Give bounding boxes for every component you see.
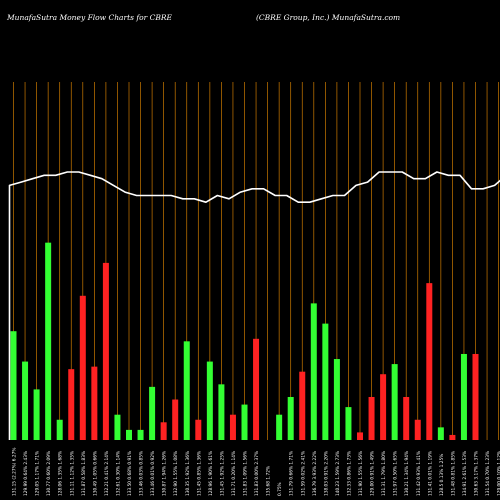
x-tick-label: 129.00 0.10% 1.12% bbox=[497, 451, 500, 496]
x-tick-label: 131.87 0.58% 1.83% bbox=[81, 451, 87, 496]
x-tick-label: 130.35 1.92% 1.36% bbox=[185, 451, 191, 496]
x-tick-label: 135.68 1.72% bbox=[266, 466, 272, 496]
bar-35 bbox=[403, 396, 410, 440]
bar-11 bbox=[126, 429, 132, 440]
bar-4 bbox=[45, 242, 52, 440]
x-tick-label: 131.11 1.12% 1.35% bbox=[69, 451, 75, 496]
bar-12 bbox=[137, 429, 144, 440]
bar-36 bbox=[414, 419, 421, 440]
x-tick-label: 138.03 0.91% 2.20% bbox=[323, 451, 329, 496]
bar-32 bbox=[368, 396, 375, 440]
x-tick-label: 132.90 1.55% 1.08% bbox=[173, 451, 179, 496]
x-tick-label: 140.23 1.59% 2.73% bbox=[335, 451, 341, 496]
x-tick-label: 129.00 0.91% 1.49% bbox=[370, 451, 376, 496]
bar-27 bbox=[310, 303, 317, 440]
x-tick-label: 131.83 0.00% 2.37% bbox=[254, 451, 260, 496]
x-tick-label: 131.45 0.85% 1.36% bbox=[196, 451, 202, 496]
bar-28 bbox=[322, 323, 329, 440]
bar-14 bbox=[160, 422, 167, 440]
bar-6 bbox=[68, 369, 75, 440]
bar-13 bbox=[149, 386, 156, 440]
x-tick-label: 133.46 0.03% 0.85% bbox=[139, 451, 145, 496]
bar-41 bbox=[472, 353, 479, 440]
bar-18 bbox=[206, 361, 213, 440]
x-tick-label: 133.50 0.68% 0.91% bbox=[127, 451, 133, 496]
x-tick-label: 131.48 0.81% 1.85% bbox=[450, 451, 456, 496]
x-tick-label: 128.96 1.90% 1.61% bbox=[208, 451, 214, 496]
bar-2 bbox=[22, 361, 29, 440]
bar-33 bbox=[380, 374, 387, 440]
x-tick-label: 130.87 1.94% 1.26% bbox=[162, 451, 168, 496]
x-tick-label: 130.21 1.34% 1.94% bbox=[404, 451, 410, 496]
x-tick-label: 131.83 1.09% 1.56% bbox=[243, 451, 249, 496]
bar-9 bbox=[102, 262, 109, 440]
x-tick-label: 131.97 0.50% 1.65% bbox=[393, 451, 399, 496]
x-tick-label: 129.05 1.17% 1.71% bbox=[35, 451, 41, 496]
x-tick-label: 131.31 1.79% 1.80% bbox=[381, 451, 387, 496]
x-tick-label: 131.41 0.01% 1.19% bbox=[427, 451, 433, 496]
bar-39 bbox=[449, 434, 456, 440]
bar-29 bbox=[333, 359, 340, 440]
chart-title: MunafaSutra Money Flow Charts for CBRE bbox=[7, 13, 172, 22]
bar-30 bbox=[345, 407, 352, 440]
bar-8 bbox=[91, 366, 98, 440]
x-tick-label: 131.54 0.70% 1.23% bbox=[485, 451, 491, 496]
x-tick-label: 128.06 1.35% 1.68% bbox=[58, 451, 64, 496]
bar-19 bbox=[218, 384, 225, 440]
bar-40 bbox=[460, 353, 467, 440]
bar-37 bbox=[426, 283, 433, 440]
x-tick-label: 131.45 1.92% 1.25% bbox=[219, 451, 225, 496]
x-tick-label: 131.42 0.93% 1.41% bbox=[416, 451, 422, 496]
x-tick-label: 133.46 0.01% 0.92% bbox=[150, 451, 156, 496]
x-tick-label: 132.21 0.41% 2.14% bbox=[104, 451, 110, 496]
x-tick-label: 130.63 3.17% 1.37% bbox=[474, 451, 480, 496]
chart-subtitle: (CBRE Group, Inc.) MunafaSutra.com bbox=[256, 13, 401, 22]
bar-22 bbox=[253, 338, 260, 440]
bar-16 bbox=[183, 341, 190, 440]
x-tick-label: 131.90 1.55% 1.56% bbox=[358, 451, 364, 496]
bar-26 bbox=[299, 371, 306, 440]
x-tick-label: 0.75% bbox=[277, 482, 283, 496]
bar-24 bbox=[276, 414, 283, 440]
bar-15 bbox=[172, 399, 179, 440]
x-tick-label: 134.91 2.61% 1.53% bbox=[462, 451, 468, 496]
money-flow-line bbox=[8, 171, 500, 440]
bar-17 bbox=[195, 419, 202, 440]
x-tick-label: 136.79 3.93% 2.22% bbox=[312, 451, 318, 496]
x-tick-label: 131.79 0.66% 1.71% bbox=[289, 451, 295, 496]
bar-1 bbox=[10, 331, 17, 440]
x-tick-label: 129.99 0.64% 2.43% bbox=[23, 451, 29, 496]
bar-25 bbox=[287, 396, 294, 440]
x-tick-label: 130.77 0.60% 2.09% bbox=[46, 451, 52, 496]
x-tick-label: 130.49 1.05% 0.66% bbox=[92, 451, 98, 496]
x-tick-label: 131.71 0.20% 1.14% bbox=[231, 451, 237, 496]
bar-38 bbox=[437, 427, 444, 440]
bar-10 bbox=[114, 414, 121, 440]
bar-34 bbox=[391, 364, 398, 440]
bar-21 bbox=[241, 404, 248, 440]
x-tick-label: 131.59 0.02% 2.41% bbox=[300, 451, 306, 496]
bar-5 bbox=[56, 419, 63, 440]
x-tick-label: 131.15 (2.27%) 6.27% bbox=[12, 448, 18, 496]
bar-31 bbox=[357, 432, 363, 440]
x-tick-label: 132.33 0.86% 1.73% bbox=[346, 451, 352, 496]
x-tick-label: 132.61 0.30% 1.14% bbox=[115, 451, 121, 496]
bar-3 bbox=[33, 389, 40, 440]
bar-20 bbox=[229, 414, 236, 440]
bar-7 bbox=[79, 295, 86, 440]
x-tick-label: 128.5 0.13% 1.25% bbox=[439, 454, 445, 496]
